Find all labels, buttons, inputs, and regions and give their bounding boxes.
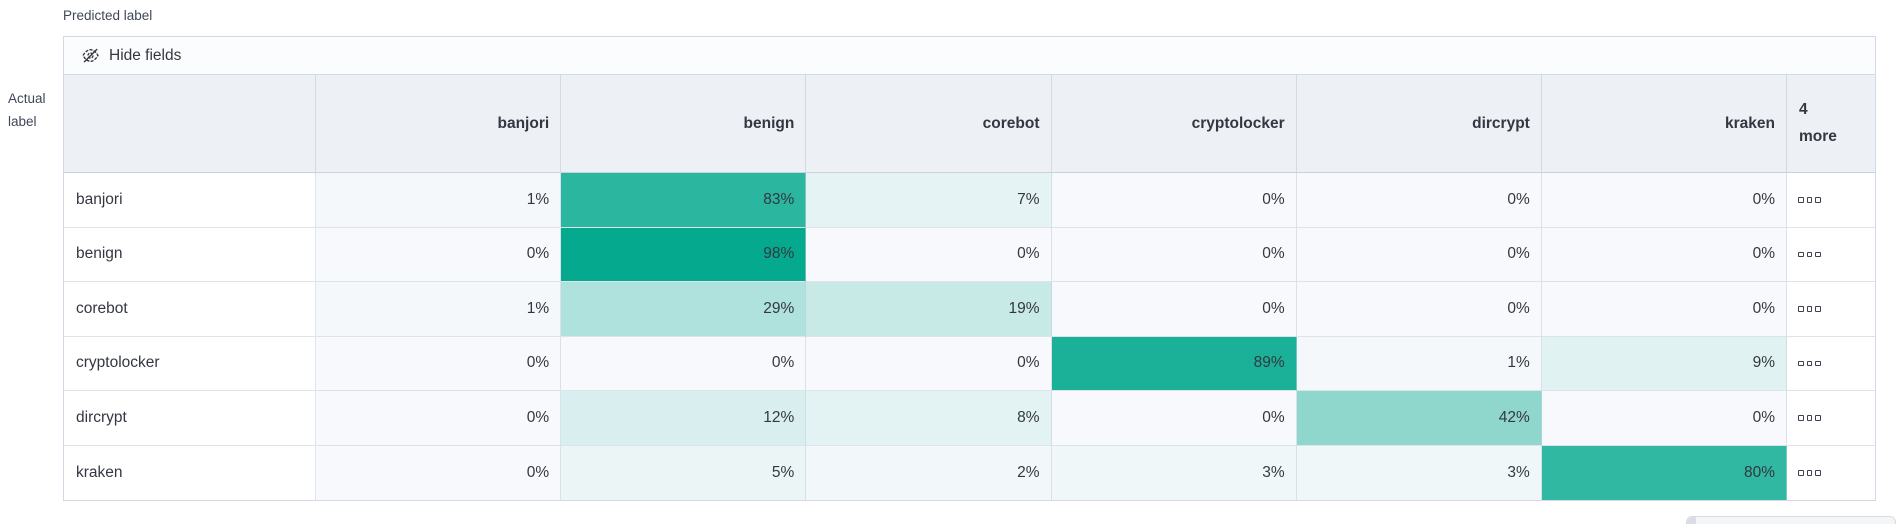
more-header-word: more <box>1799 127 1837 145</box>
eye-closed-icon <box>81 46 100 65</box>
predicted-label: Predicted label <box>63 8 153 23</box>
row-label-benign[interactable]: benign <box>64 227 316 282</box>
matrix-cell-benign-corebot[interactable]: 0% <box>806 227 1052 282</box>
matrix-row-dircrypt: dircrypt 0% 12% 8% 0% 42% 0% <box>64 391 1875 446</box>
hide-fields-label: Hide fields <box>109 46 182 64</box>
matrix-cell-kraken-cryptolocker[interactable]: 3% <box>1051 445 1297 500</box>
matrix-row-kraken: kraken 0% 5% 2% 3% 3% 80% <box>64 445 1875 500</box>
column-header-banjori[interactable]: banjori <box>316 75 562 173</box>
matrix-cell-corebot-dircrypt[interactable]: 0% <box>1296 282 1542 337</box>
matrix-cell-corebot-cryptolocker[interactable]: 0% <box>1051 282 1297 337</box>
matrix-cell-dircrypt-cryptolocker[interactable]: 0% <box>1051 391 1297 446</box>
column-header-kraken[interactable]: kraken <box>1541 75 1787 173</box>
matrix-cell-banjori-cryptolocker[interactable]: 0% <box>1051 173 1297 228</box>
column-header-more[interactable]: 4 more <box>1787 75 1875 173</box>
row-actions-dircrypt[interactable] <box>1787 391 1875 446</box>
matrix-corner-cell <box>64 75 316 173</box>
matrix-cell-benign-dircrypt[interactable]: 0% <box>1296 227 1542 282</box>
grid-controls-row: Hide fields <box>64 37 1875 75</box>
matrix-cell-cryptolocker-benign[interactable]: 0% <box>561 336 807 391</box>
column-header-cryptolocker[interactable]: cryptolocker <box>1051 75 1297 173</box>
matrix-cell-dircrypt-kraken[interactable]: 0% <box>1541 391 1787 446</box>
row-label-kraken[interactable]: kraken <box>64 445 316 500</box>
column-header-benign[interactable]: benign <box>561 75 807 173</box>
matrix-cell-banjori-banjori[interactable]: 1% <box>316 173 562 228</box>
hide-fields-button[interactable]: Hide fields <box>81 46 181 65</box>
boxes-horizontal-icon <box>1798 470 1821 476</box>
row-actions-kraken[interactable] <box>1787 445 1875 500</box>
more-header-count: 4 <box>1799 101 1808 119</box>
matrix-row-benign: benign 0% 98% 0% 0% 0% 0% <box>64 227 1875 282</box>
matrix-cell-cryptolocker-corebot[interactable]: 0% <box>806 336 1052 391</box>
row-label-banjori[interactable]: banjori <box>64 173 316 228</box>
matrix-cell-corebot-benign[interactable]: 29% <box>561 282 807 337</box>
matrix-cell-cryptolocker-kraken[interactable]: 9% <box>1541 336 1787 391</box>
matrix-cell-cryptolocker-dircrypt[interactable]: 1% <box>1296 336 1542 391</box>
boxes-horizontal-icon <box>1798 415 1821 421</box>
matrix-cell-banjori-corebot[interactable]: 7% <box>806 173 1052 228</box>
matrix-cell-kraken-benign[interactable]: 5% <box>561 445 807 500</box>
scrollbar-thumb[interactable] <box>1687 517 1696 524</box>
matrix-cell-dircrypt-banjori[interactable]: 0% <box>316 391 562 446</box>
boxes-horizontal-icon <box>1798 197 1821 203</box>
matrix-cell-cryptolocker-cryptolocker[interactable]: 89% <box>1051 336 1297 391</box>
actual-label-line2: label <box>8 114 37 130</box>
confusion-matrix-grid: banjori benign corebot cryptolocker dircrypt… <box>64 75 1875 500</box>
header-row: banjori benign corebot cryptolocker dircrypt… <box>64 75 1875 173</box>
matrix-cell-dircrypt-benign[interactable]: 12% <box>561 391 807 446</box>
matrix-cell-benign-banjori[interactable]: 0% <box>316 227 562 282</box>
boxes-horizontal-icon <box>1798 360 1821 366</box>
row-label-corebot[interactable]: corebot <box>64 282 316 337</box>
matrix-cell-dircrypt-corebot[interactable]: 8% <box>806 391 1052 446</box>
column-header-dircrypt[interactable]: dircrypt <box>1296 75 1542 173</box>
matrix-cell-kraken-kraken[interactable]: 80% <box>1541 445 1787 500</box>
matrix-cell-benign-cryptolocker[interactable]: 0% <box>1051 227 1297 282</box>
matrix-cell-corebot-kraken[interactable]: 0% <box>1541 282 1787 337</box>
actual-label: Actual label <box>8 87 46 133</box>
matrix-cell-banjori-kraken[interactable]: 0% <box>1541 173 1787 228</box>
actual-label-line1: Actual <box>8 91 46 106</box>
matrix-cell-corebot-corebot[interactable]: 19% <box>806 282 1052 337</box>
row-label-cryptolocker[interactable]: cryptolocker <box>64 336 316 391</box>
boxes-horizontal-icon <box>1798 251 1821 257</box>
matrix-row-banjori: banjori 1% 83% 7% 0% 0% 0% <box>64 173 1875 228</box>
matrix-cell-banjori-benign[interactable]: 83% <box>561 173 807 228</box>
row-actions-corebot[interactable] <box>1787 282 1875 337</box>
matrix-cell-benign-benign[interactable]: 98% <box>561 227 807 282</box>
matrix-cell-cryptolocker-banjori[interactable]: 0% <box>316 336 562 391</box>
matrix-cell-dircrypt-dircrypt[interactable]: 42% <box>1296 391 1542 446</box>
matrix-cell-kraken-corebot[interactable]: 2% <box>806 445 1052 500</box>
row-actions-cryptolocker[interactable] <box>1787 336 1875 391</box>
matrix-cell-kraken-banjori[interactable]: 0% <box>316 445 562 500</box>
matrix-row-corebot: corebot 1% 29% 19% 0% 0% 0% <box>64 282 1875 337</box>
row-actions-banjori[interactable] <box>1787 173 1875 228</box>
matrix-cell-banjori-dircrypt[interactable]: 0% <box>1296 173 1542 228</box>
matrix-cell-benign-kraken[interactable]: 0% <box>1541 227 1787 282</box>
matrix-cell-kraken-dircrypt[interactable]: 3% <box>1296 445 1542 500</box>
matrix-row-cryptolocker: cryptolocker 0% 0% 0% 89% 1% 9% <box>64 336 1875 391</box>
column-header-corebot[interactable]: corebot <box>806 75 1052 173</box>
boxes-horizontal-icon <box>1798 306 1821 312</box>
row-actions-benign[interactable] <box>1787 227 1875 282</box>
confusion-matrix-panel: Hide fields banjori benign corebot cryptolo… <box>63 36 1876 501</box>
matrix-cell-corebot-banjori[interactable]: 1% <box>316 282 562 337</box>
row-label-dircrypt[interactable]: dircrypt <box>64 391 316 446</box>
horizontal-scrollbar[interactable] <box>1686 516 1896 524</box>
